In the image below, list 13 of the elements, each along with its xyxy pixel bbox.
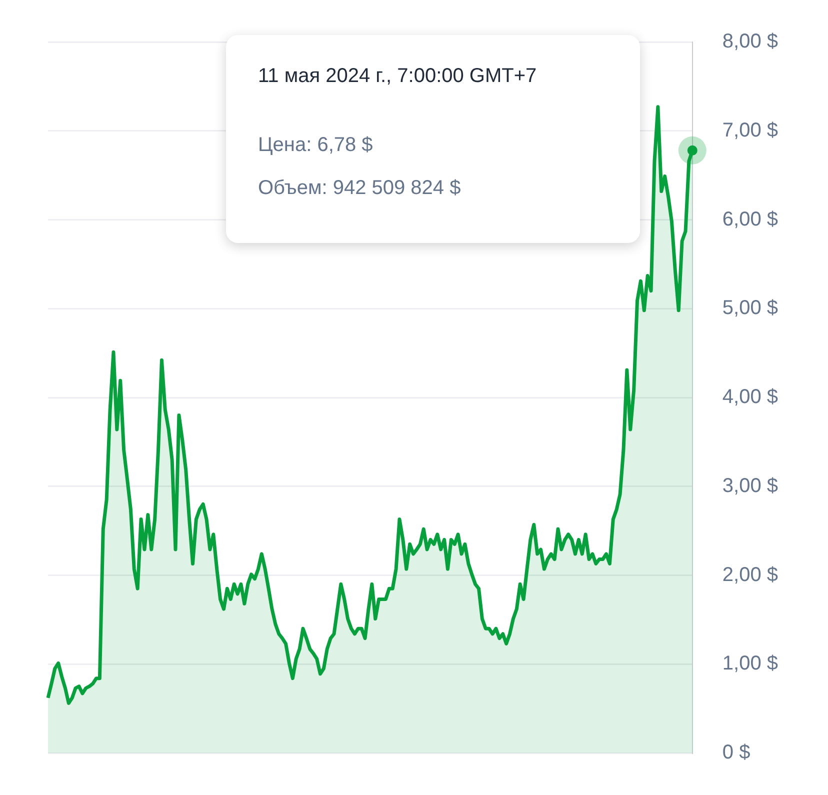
tooltip-card: 11 мая 2024 г., 7:00:00 GMT+7 Цена: 6,78 $ Объем: 942 509 824 $: [226, 35, 640, 243]
y-tick-label: 6,00 $: [722, 208, 778, 230]
y-tick-label: 2,00 $: [722, 564, 778, 586]
y-tick-label: 5,00 $: [722, 297, 778, 320]
y-tick-label: 3,00 $: [722, 474, 778, 497]
annotation: 11 мая 2024 г., 7:00:00 GMT+7: [258, 65, 538, 88]
y-tick-label: 8,00 $: [722, 30, 778, 53]
annotation: Цена: 6,78 $: [258, 134, 374, 157]
y-tick-label: 0 $: [722, 742, 750, 764]
annotation: Объем: 942 509 824 $: [258, 177, 462, 200]
y-tick-label: 4,00 $: [722, 386, 778, 408]
y-tick-label: 7,00 $: [722, 119, 778, 142]
y-tick-label: 1,00 $: [722, 652, 778, 675]
